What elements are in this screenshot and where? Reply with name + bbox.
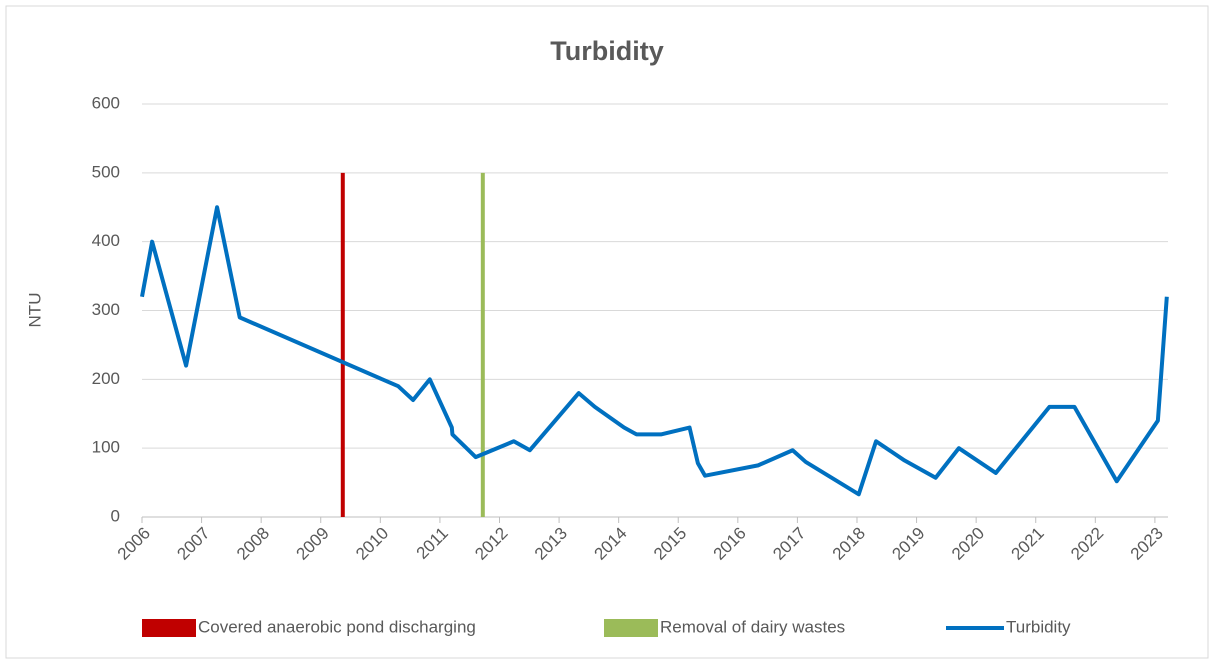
y-tick-label: 400 xyxy=(92,231,120,250)
legend-swatch xyxy=(604,619,658,637)
legend-label: Covered anaerobic pond discharging xyxy=(198,617,476,636)
legend-label: Removal of dairy wastes xyxy=(660,617,845,636)
series-line xyxy=(140,205,1169,497)
chart-border xyxy=(5,5,1209,659)
y-tick-label: 0 xyxy=(111,506,120,525)
y-tick-label: 200 xyxy=(92,369,120,388)
y-tick-label: 100 xyxy=(92,438,120,457)
legend-label: Turbidity xyxy=(1006,617,1071,636)
y-tick-label: 300 xyxy=(92,300,120,319)
legend-swatch xyxy=(142,619,196,637)
y-tick-label: 600 xyxy=(92,93,120,112)
y-tick-label: 500 xyxy=(92,162,120,181)
y-axis-label: NTU xyxy=(25,293,44,328)
chart-title: Turbidity xyxy=(550,36,663,66)
